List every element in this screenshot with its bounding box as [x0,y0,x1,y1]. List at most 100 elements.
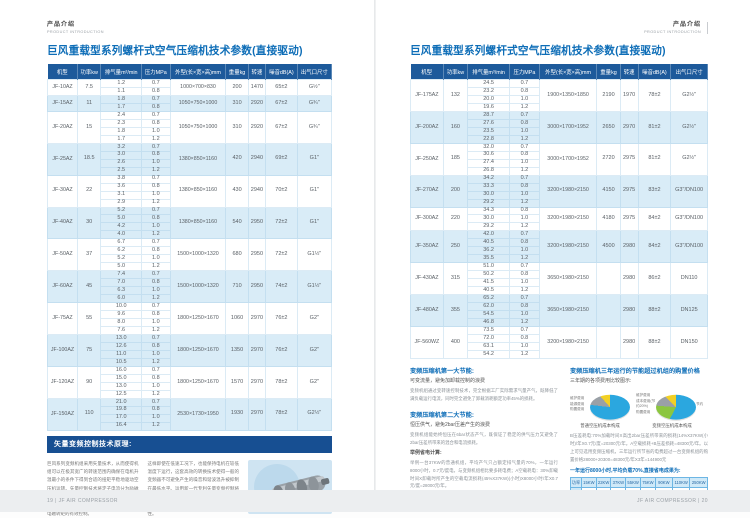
cost-subtitle: 三年期的各项费用比较图示: [570,378,632,385]
cell-flow: 8.0 [100,318,143,328]
cell-pressure: 0.8 [141,310,171,320]
cell-flow: 10.0 [100,302,143,312]
cell-flow: 1.8 [100,94,143,104]
column-header: 重量kg [225,64,249,80]
cell-model: JF-150AZ [46,397,79,431]
table-row: JF-25AZ 18.5 3.2 0.7 1380×850×1160 420 2940 69±… [46,142,333,176]
cell-outlet: G1" [296,206,333,240]
cell-power: 200 [442,174,468,208]
cell-pressure: 1.0 [509,158,540,168]
cell-pressure: 1.0 [141,381,171,391]
cell-speed: 2980 [619,326,639,359]
cell-power: 355 [442,294,468,328]
cell-outlet: G½" [296,79,333,96]
cell-pressure: 1.2 [141,326,171,336]
cell-model: JF-50AZ [46,238,79,272]
cell-model: JF-100AZ [46,334,79,367]
power-column: 110KW [671,477,691,489]
cell-weight: 1570 [225,365,249,399]
cell-dims: 1380×850×1160 [169,206,227,240]
cell-speed: 2970 [247,365,267,399]
cell-flow: 23.5 [466,126,511,136]
cell-flow: 30.0 [466,190,511,200]
cell-power: 160 [442,110,468,144]
cell-model: JF-560WZ [410,326,444,359]
cell-model: JF-15AZ [46,94,79,112]
cell-speed: 2950 [247,206,267,240]
table-row: JF-50AZ 37 6.7 0.7 1500×1000×1320 680 2950 72±2… [46,238,333,272]
cell-outlet: G2" [296,334,333,367]
cell-noise: 72±2 [265,206,298,240]
cell-outlet: G2" [296,302,333,336]
cell-flow: 24.5 [466,79,511,88]
cell-flow: 11.0 [100,349,143,359]
page-header-cn: 产品介绍 [47,22,76,28]
cell-noise: 81±2 [637,142,672,176]
cell-pressure: 1.0 [141,349,171,359]
pie-chart-vfd [656,395,696,420]
power-table-title: 一年运行8000小时,平均负载70%,直接省电成果为: [570,468,681,475]
cost-pie-charts: 维护费用 能源费用 购置费用 普通空压机成本构成 维护费用 成 [570,389,708,429]
cell-flow: 3.0 [100,150,143,160]
column-header: 排气量m³/min [467,64,511,80]
cell-flow: 12.6 [100,341,143,351]
cell-power: 400 [442,326,468,359]
cell-speed: 2920 [247,110,267,144]
column-header: 噪音dB(A) [265,64,298,80]
cell-power: 55 [77,302,102,336]
cell-outlet: G2½" [670,79,708,112]
cell-flow: 32.0 [466,142,511,152]
cell-flow: 1.1 [100,86,143,96]
cell-flow: 13.0 [100,381,143,391]
cell-dims: 1800×1250×1670 [169,365,227,399]
cell-noise: 81±2 [637,110,672,144]
cell-noise: 70±2 [265,174,298,208]
cell-weight: 310 [225,110,249,144]
cell-noise: 69±2 [265,142,298,176]
cell-power: 7.5 [77,79,102,96]
pie-chart-ordinary [590,395,630,420]
cell-weight: 4180 [596,206,621,232]
column-header: 转速 [620,64,639,80]
cell-pressure: 1.2 [509,198,540,208]
cell-pressure: 1.2 [141,166,171,176]
cell-pressure: 0.7 [141,238,171,248]
cell-pressure: 1.2 [141,262,171,272]
column-header: 功率kw [443,64,468,80]
cell-flow: 2.3 [100,118,143,128]
cell-flow: 1.8 [100,126,143,136]
cell-weight [596,294,621,328]
column-header: 重量kg [596,64,621,80]
cell-noise: 78±2 [265,397,298,431]
cell-noise: 78±2 [265,365,298,399]
cell-outlet: G3"/DN100 [670,206,708,232]
cell-dims: 3200×1980×2150 [538,326,598,359]
page-header-right: 产品介绍 PRODUCT INTRODUCTION [410,22,708,35]
cell-pressure: 1.2 [509,286,540,296]
column-header: 压力MPa [141,64,171,80]
pie-label: 维护费用 [636,392,651,397]
column-header: 出气口尺寸 [297,64,333,80]
cell-flow: 6.2 [100,246,143,256]
cell-flow: 30.0 [466,214,511,224]
power-column: 22KW [595,477,612,489]
cell-dims: 1500×1000×1320 [169,238,227,272]
cell-pressure: 0.7 [509,174,540,184]
cell-speed: 2940 [247,174,267,208]
cost-body: B压差耗电:70%加载时间X高出2bar压差所带来的损耗(14%X37KW(小时… [570,433,708,462]
cell-pressure: 0.7 [141,142,171,152]
cell-noise: 84±2 [637,206,672,232]
cell-pressure: 1.2 [509,349,540,359]
cell-weight: 1930 [225,397,249,431]
power-label: 功率 [570,477,582,489]
cell-pressure: 1.2 [509,254,540,264]
cell-pressure: 1.2 [141,421,171,431]
cell-dims: 1050×750×1000 [169,94,227,112]
cell-pressure: 0.7 [509,142,540,152]
cell-flow: 28.7 [466,110,511,120]
cell-pressure: 0.8 [509,118,540,128]
pie-label: 购置费用 [570,407,585,412]
column-header: 压力MPa [509,64,540,80]
cell-pressure: 0.8 [141,102,171,112]
cell-flow: 34.2 [466,174,511,184]
